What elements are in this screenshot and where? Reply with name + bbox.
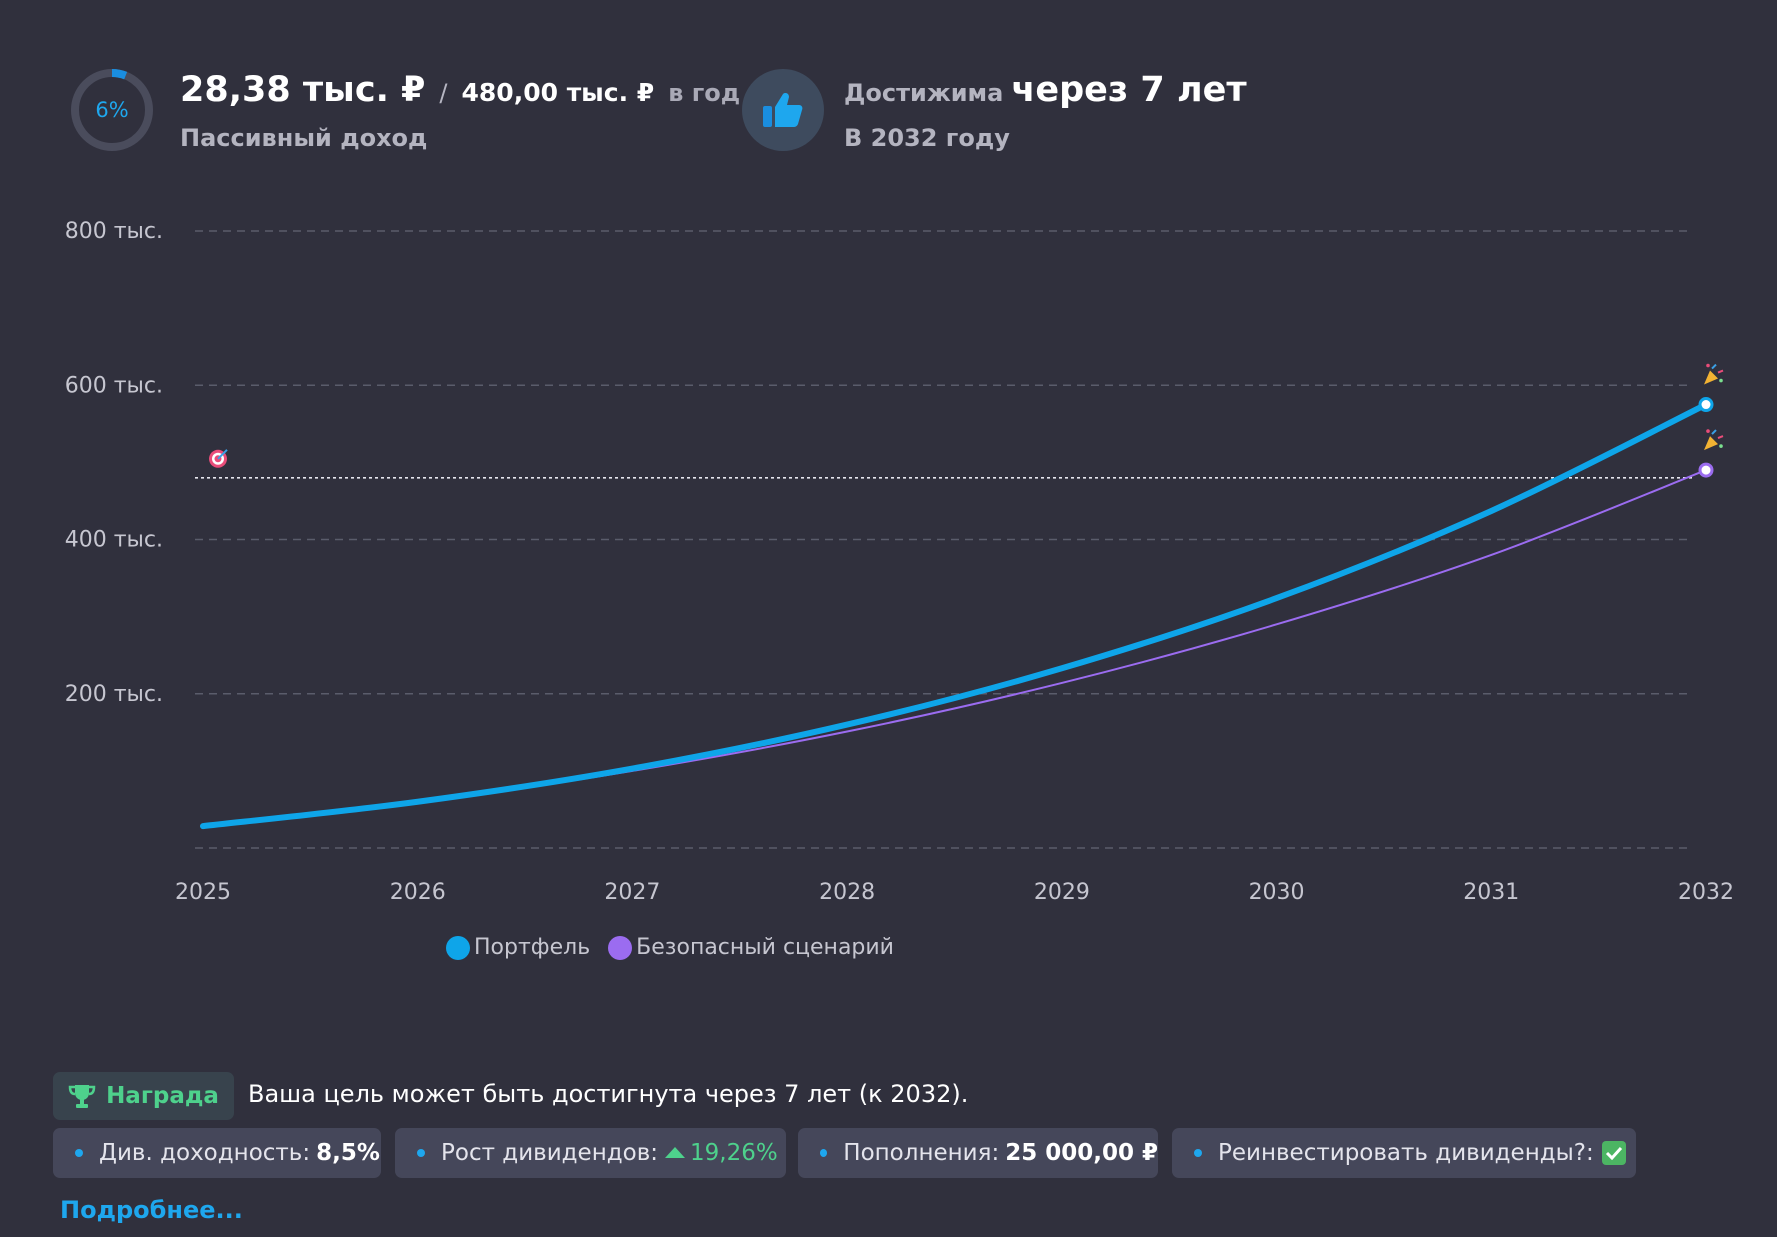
chip-value: 19,26%	[690, 1140, 778, 1166]
projection-chart: 200 тыс.400 тыс.600 тыс.800 тыс. 2025 202…	[65, 219, 1734, 905]
income-summary: 28,38 тыс. ₽ / 480,00 тыс. ₽ в год	[180, 70, 740, 118]
series-line-portfolio	[200, 401, 1709, 830]
reach-summary: Достижима через 7 лет	[844, 70, 1247, 118]
y-tick-label: 800 тыс.	[65, 219, 163, 244]
legend-swatch-portfolio	[446, 935, 470, 960]
income-period: в год	[668, 79, 741, 107]
x-axis-ticks: 2025 2026 2027 2028 2029 2030 2031 2032	[175, 880, 1734, 905]
arrow-up-icon	[665, 1147, 686, 1158]
chip-bullet-icon	[417, 1149, 425, 1157]
income-separator: /	[439, 79, 448, 107]
chip-value: 8,5%	[316, 1140, 380, 1166]
x-tick-label: 2032	[1678, 880, 1734, 905]
series-lines	[200, 401, 1709, 830]
legend-item-safe-scenario[interactable]: Безопасный сценарий	[608, 935, 894, 960]
checkbox-checked-icon	[1601, 1141, 1626, 1165]
legend-label-safe-scenario: Безопасный сценарий	[636, 935, 894, 960]
income-current: 28,38 тыс. ₽	[180, 70, 426, 110]
more-details-link[interactable]: Подробнее...	[60, 1196, 243, 1224]
chart-legend: Портфель Безопасный сценарий	[0, 935, 1340, 960]
goal-line-group	[195, 449, 1692, 479]
y-tick-label: 600 тыс.	[65, 373, 163, 398]
reach-prefix: Достижима	[844, 79, 1004, 107]
chip-label: Рост дивидендов:	[441, 1140, 659, 1166]
chip-dividend-growth: Рост дивидендов: 19,26%	[395, 1128, 786, 1178]
series-line-safe-scenario	[202, 469, 1707, 828]
end-point-safe-scenario	[1698, 462, 1714, 478]
legend-swatch-safe-scenario	[608, 935, 633, 960]
x-tick-label: 2030	[1249, 880, 1305, 905]
chip-dividend-yield: Див. доходность: 8,5%	[53, 1128, 381, 1178]
award-text: Ваша цель может быть достигнута через 7 …	[248, 1080, 969, 1108]
party-popper-icon	[1704, 363, 1724, 385]
chip-value: 25 000,00 ₽	[1005, 1140, 1158, 1166]
grid-lines	[195, 230, 1692, 849]
award-badge: Награда	[53, 1072, 234, 1120]
legend-item-portfolio[interactable]: Портфель	[446, 935, 590, 960]
chip-contributions: Пополнения: 25 000,00 ₽	[798, 1128, 1158, 1178]
progress-ring-graphic	[71, 69, 153, 151]
reach-main: через 7 лет	[1011, 70, 1247, 110]
chip-label: Реинвестировать дивиденды?:	[1218, 1140, 1594, 1166]
target-icon	[209, 449, 228, 468]
party-popper-icon	[1704, 429, 1724, 451]
trophy-icon	[68, 1085, 96, 1108]
award-badge-label: Награда	[106, 1083, 219, 1109]
x-tick-label: 2026	[390, 880, 446, 905]
progress-percent: 6%	[95, 98, 129, 122]
x-tick-label: 2027	[604, 880, 660, 905]
legend-label-portfolio: Портфель	[474, 935, 591, 960]
end-point-portfolio	[1698, 397, 1714, 413]
x-tick-label: 2028	[819, 880, 875, 905]
y-tick-label: 400 тыс.	[65, 528, 163, 553]
x-tick-label: 2025	[175, 880, 231, 905]
series-end-markers	[1698, 363, 1724, 478]
chip-label: Див. доходность:	[99, 1140, 311, 1166]
thumbs-up-icon	[763, 93, 803, 127]
chip-bullet-icon	[1194, 1149, 1202, 1157]
income-caption: Пассивный доход	[180, 124, 428, 152]
chip-bullet-icon	[820, 1149, 828, 1157]
y-tick-label: 200 тыс.	[65, 682, 163, 707]
chip-bullet-icon	[75, 1149, 83, 1157]
chip-reinvest-dividends: Реинвестировать дивиденды?:	[1172, 1128, 1636, 1178]
y-axis-ticks: 200 тыс. 400 тыс. 600 тыс. 800 тыс.	[65, 219, 163, 707]
x-tick-label: 2029	[1034, 880, 1090, 905]
reach-year: В 2032 году	[844, 124, 1010, 152]
x-tick-label: 2031	[1463, 880, 1519, 905]
progress-ring: 6%	[70, 68, 154, 152]
chip-label: Пополнения:	[843, 1140, 1000, 1166]
thumbs-up-badge	[742, 69, 824, 151]
income-target: 480,00 тыс. ₽	[461, 78, 655, 107]
